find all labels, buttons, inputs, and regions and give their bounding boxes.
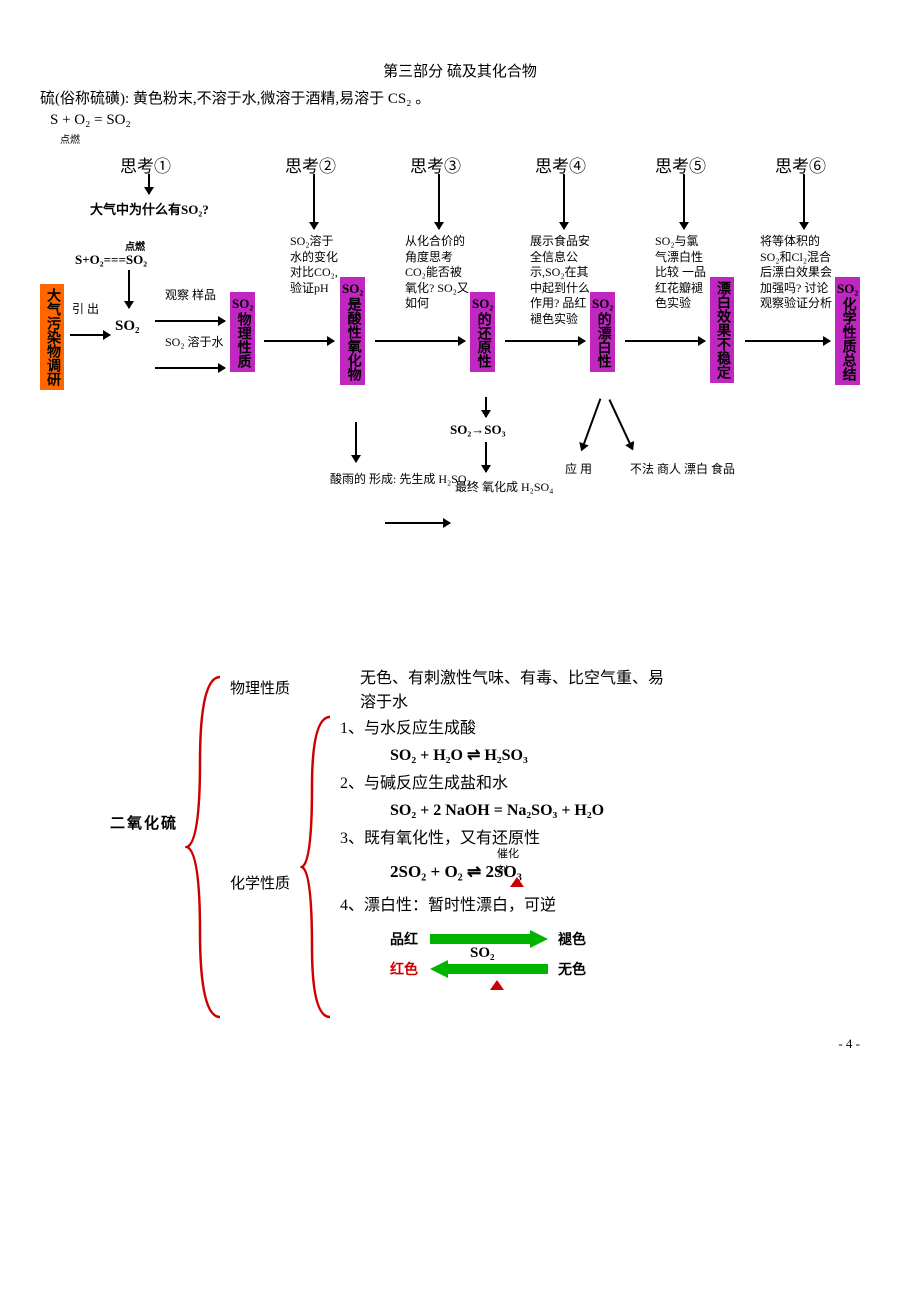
illegal-text: 不法 商人 漂白 食品 [630,462,735,478]
think-6-question: 将等体积的SO₂和Cl₂混合后漂白效果会加强吗? 讨论观察验证分析 [760,234,835,312]
flow-diagram: 思考① 思考② 思考③ 思考④ 思考⑤ 思考⑥ 大气中为什么有SO₂? 点燃 S… [40,152,880,632]
main-equation: S + O₂ = SO₂ [40,112,880,129]
arrow-right-icon [70,334,110,336]
bleach-left-2: 红色 [390,960,418,981]
intro-text: 硫(俗称硫磺): 黄色粉末,不溶于水,微溶于酒精,易溶于 CS₂ 。 [40,87,880,108]
arrow-down-icon [563,174,565,229]
box-acidic-oxide: SO₂是酸性氧化物 [340,277,365,385]
think-3-label: 思考③ [410,152,461,177]
think-1-question: 大气中为什么有SO₂? [90,202,209,218]
arrow-right-icon [385,522,450,524]
box-physical: SO₂物理性质 [230,292,255,372]
arrow-down-icon [128,270,130,308]
arrow-down-icon [355,422,357,462]
think-1-label: 思考① [120,152,171,177]
acid-rain-text: 酸雨的 形成: 先生成 H₂SO₃ [330,472,471,488]
triangle-icon [510,877,524,887]
so2-so3-eq: SO₂→SO₃ [450,422,505,438]
arrow-down-icon [485,442,487,472]
chem-eq-3: 2SO₂ + O₂ ⇌ 2SO₃ 催化剂 [390,859,522,885]
chem-label: 化学性质 [230,872,290,893]
arrow-diag-icon [608,399,633,450]
chem-item-1: 1、与水反应生成酸 [340,717,476,741]
think-5-label: 思考⑤ [655,152,706,177]
think-3-question: 从化合价的角度思考CO₂能否被氧化? SO₂又如何 [405,234,473,312]
obs-sample-text: 观察 样品 [165,288,216,304]
phys-text: 无色、有刺激性气味、有毒、比空气重、易溶于水 [360,667,670,715]
arrow-down-icon [313,174,315,229]
think-5-question: SO₂与氯气漂白性比较 一品红花瓣褪色实验 [655,234,710,312]
think-2-question: SO₂溶于水的变化对比CO₂, 验证pH [290,234,340,296]
box-summary: SO₂化学性质总结 [835,277,860,385]
arrow-right-icon [745,340,830,342]
think-4-label: 思考④ [535,152,586,177]
summary-section: 二氧化硫 物理性质 无色、有刺激性气味、有毒、比空气重、易溶于水 化学性质 1、… [110,662,810,1052]
arrow-down-icon [803,174,805,229]
bleach-left-1: 品红 [390,930,418,951]
equation-condition: 点燃 [40,131,880,146]
final-oxidize-text: 最终 氧化成 H₂SO₄ [455,480,553,496]
yinchushe-text: 引 出 [72,302,99,318]
green-arrow-left-icon [430,960,550,978]
arrow-diag-icon [581,398,602,450]
triangle-icon [490,980,504,990]
bleach-right-2: 无色 [558,960,586,981]
page-number: - 4 - [838,1036,860,1052]
application-text: 应 用 [565,462,592,478]
arrow-down-icon [485,397,487,417]
arrow-right-icon [155,320,225,322]
so2-node: SO₂ [115,317,140,335]
summary-root: 二氧化硫 [110,812,178,833]
chem-item-4: 4、漂白性：暂时性漂白，可逆 [340,894,556,918]
arrow-down-icon [148,174,150,194]
think-2-label: 思考② [285,152,336,177]
arrow-down-icon [438,174,440,229]
chem-eq-2: SO₂ + 2 NaOH = Na₂SO₃ + H₂O [390,799,604,823]
arrow-down-icon [683,174,685,229]
dissolve-text: SO₂ 溶于水 [165,335,224,351]
box-unstable-bleach: 漂白效果不稳定 [710,277,734,383]
arrow-right-icon [375,340,465,342]
think-6-label: 思考⑥ [775,152,826,177]
arrow-right-icon [155,367,225,369]
bleach-right-1: 褪色 [558,930,586,951]
phys-label: 物理性质 [230,677,290,698]
think-4-question: 展示食品安全信息公示,SO₂在其中起到什么作用? 品红褪色实验 [530,234,598,328]
chem-item-2: 2、与碱反应生成盐和水 [340,772,508,796]
arrow-right-icon [505,340,585,342]
brace-icon [185,672,225,1022]
box-pollution-research: 大气污染物调研 [40,284,64,390]
box-bleaching: SO₂的漂白性 [590,292,615,372]
brace-icon [300,712,335,1022]
box-reducing: SO₂的还原性 [470,292,495,372]
arrow-right-icon [625,340,705,342]
chem-eq-1: SO₂ + H₂O ⇌ H₂SO₃ [390,744,528,768]
combustion-eq: 点燃 S+O₂===SO₂ [75,252,147,268]
page-title: 第三部分 硫及其化合物 [40,60,880,81]
arrow-right-icon [264,340,334,342]
